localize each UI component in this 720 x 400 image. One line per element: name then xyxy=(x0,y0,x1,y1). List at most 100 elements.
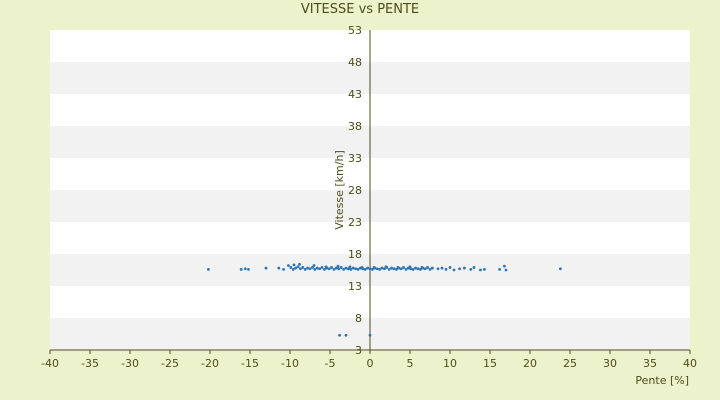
y-tick-label: 53 xyxy=(348,24,362,37)
data-point xyxy=(349,267,353,271)
data-point xyxy=(387,267,391,271)
data-point xyxy=(452,268,456,272)
x-tick-labels: -40 -35 -30 -25 -20 -15 -10 -5 0 5 10 15 20 25 30 35 40 xyxy=(41,350,697,370)
data-point xyxy=(287,264,290,267)
data-point xyxy=(483,267,486,271)
x-tick-label: 25 xyxy=(563,357,577,370)
data-point xyxy=(299,267,302,271)
x-tick-label: -5 xyxy=(325,357,336,370)
data-point xyxy=(392,267,396,271)
data-point xyxy=(479,268,482,272)
x-tick-label: -40 xyxy=(41,357,59,370)
data-point xyxy=(308,267,312,271)
data-point xyxy=(503,264,506,268)
data-point xyxy=(351,266,355,270)
y-tick-label: 48 xyxy=(348,56,362,69)
x-tick-label: -30 xyxy=(121,357,139,370)
data-point xyxy=(337,267,341,271)
data-point xyxy=(444,267,448,271)
data-point xyxy=(404,267,408,271)
data-point xyxy=(291,267,295,271)
data-point xyxy=(264,266,268,270)
data-point xyxy=(366,266,369,270)
data-point xyxy=(296,265,300,269)
data-point xyxy=(416,267,420,271)
x-tick-label: 15 xyxy=(483,357,497,370)
data-point xyxy=(428,267,432,271)
x-tick-label: 10 xyxy=(443,357,457,370)
x-tick-label: -35 xyxy=(81,357,99,370)
data-point xyxy=(363,267,367,271)
data-point xyxy=(332,267,336,271)
data-point xyxy=(207,267,210,271)
x-tick-label: 0 xyxy=(367,357,374,370)
data-point xyxy=(303,267,307,271)
data-point xyxy=(498,267,501,271)
data-point xyxy=(472,266,476,269)
data-point xyxy=(463,266,466,270)
data-point xyxy=(330,266,333,269)
x-tick-label: 40 xyxy=(683,357,697,370)
x-tick-label: -20 xyxy=(201,357,219,370)
x-tick-label: -10 xyxy=(281,357,299,370)
data-point xyxy=(458,267,461,271)
chart-title: VITESSE vs PENTE xyxy=(300,2,420,17)
data-point xyxy=(327,267,331,271)
data-point xyxy=(419,267,422,271)
data-point xyxy=(411,267,415,271)
data-point xyxy=(399,267,403,271)
data-point xyxy=(378,267,381,271)
x-tick-label: -15 xyxy=(241,357,259,370)
data-point xyxy=(315,266,319,270)
data-points xyxy=(207,262,562,337)
x-tick-label: -25 xyxy=(161,357,179,370)
y-tick-label: 23 xyxy=(348,216,362,229)
data-point xyxy=(247,267,250,271)
data-point xyxy=(338,333,341,337)
data-point xyxy=(239,267,243,271)
data-point xyxy=(318,267,321,271)
data-point xyxy=(282,267,285,271)
data-point xyxy=(504,268,508,272)
data-point xyxy=(368,267,372,271)
data-point xyxy=(294,266,297,270)
data-point xyxy=(395,267,398,271)
x-tick-label: 5 xyxy=(407,357,414,370)
data-point xyxy=(348,265,352,269)
y-tick-label: 43 xyxy=(348,88,362,101)
data-point xyxy=(277,266,281,270)
data-point xyxy=(243,267,247,271)
data-point xyxy=(426,266,429,269)
data-point xyxy=(354,267,357,271)
data-point xyxy=(347,267,350,271)
data-point xyxy=(335,266,338,270)
data-point xyxy=(383,267,386,271)
data-point xyxy=(414,266,417,270)
data-point xyxy=(342,267,345,271)
data-point xyxy=(390,266,393,270)
data-point xyxy=(436,267,440,271)
data-point xyxy=(402,266,405,269)
data-point xyxy=(306,266,309,270)
y-tick-label: 38 xyxy=(348,120,362,133)
data-point xyxy=(431,266,434,270)
data-point xyxy=(320,266,324,269)
x-axis-label: Pente [%] xyxy=(635,374,689,387)
x-tick-label: 20 xyxy=(523,357,537,370)
data-point xyxy=(289,266,293,269)
y-tick-label: 13 xyxy=(348,280,362,293)
data-point xyxy=(469,267,473,271)
data-point xyxy=(420,266,424,269)
data-point xyxy=(339,266,343,269)
y-tick-label: 18 xyxy=(348,248,362,261)
data-point xyxy=(372,266,376,269)
data-point xyxy=(336,264,340,268)
data-point xyxy=(292,263,296,267)
data-point xyxy=(311,266,314,269)
data-point xyxy=(298,262,301,266)
data-point xyxy=(384,265,388,269)
data-point xyxy=(440,266,444,270)
data-point xyxy=(301,266,305,269)
data-point xyxy=(396,266,400,269)
